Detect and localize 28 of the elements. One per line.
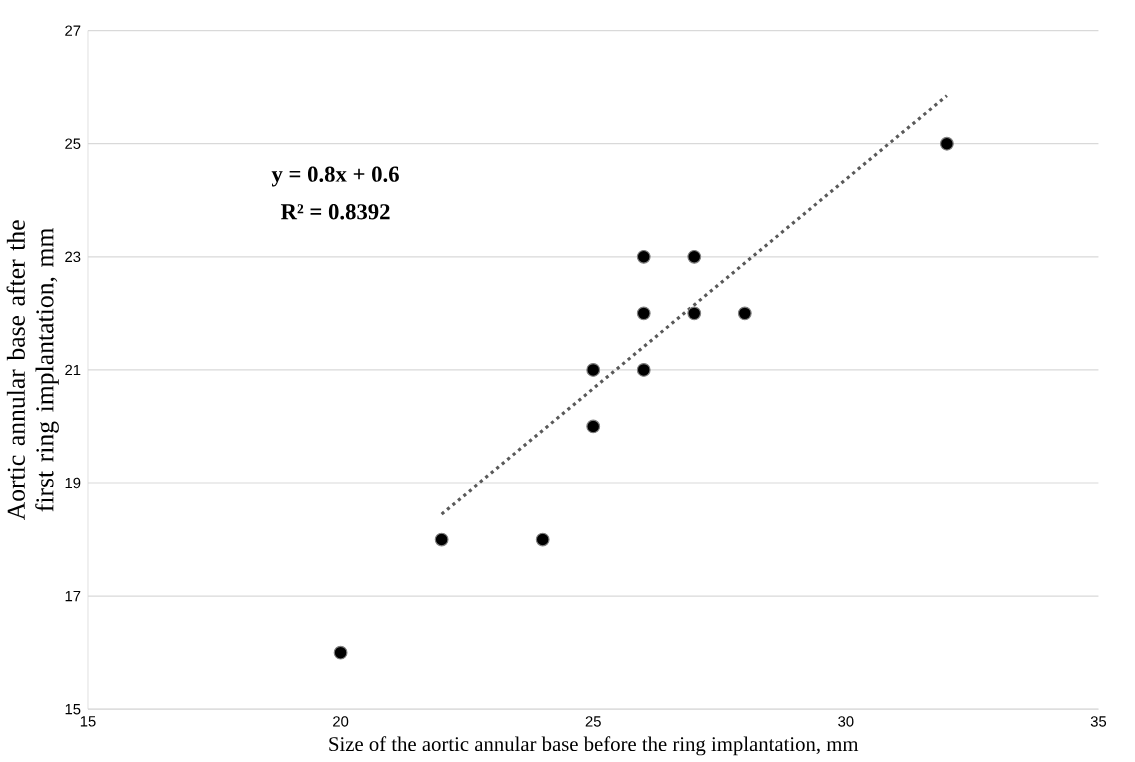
x-tick-label: 30 xyxy=(838,716,854,727)
y-tick-label: 15 xyxy=(65,704,81,715)
x-axis-title: Size of the aortic annular base before the ring implantation, mm xyxy=(329,736,859,756)
point xyxy=(586,363,601,377)
point xyxy=(737,306,752,321)
y-tick-label: 21 xyxy=(65,364,81,376)
point xyxy=(636,249,651,264)
x-tick-label: 35 xyxy=(1090,716,1107,727)
y-tick-label: 23 xyxy=(65,251,81,263)
x-tick-label: 15 xyxy=(80,716,96,727)
y-tick-label: 27 xyxy=(65,25,81,36)
y-tick-label: 19 xyxy=(65,477,81,489)
point xyxy=(636,306,651,321)
y-tick-label: 25 xyxy=(65,138,81,149)
annotation: R² = 0.8392 xyxy=(280,204,390,220)
y-tick-label: 17 xyxy=(65,591,81,602)
point xyxy=(687,306,702,321)
x-tick-label: 25 xyxy=(585,716,601,727)
point xyxy=(434,532,449,547)
point xyxy=(939,136,954,151)
point xyxy=(333,645,348,660)
point xyxy=(586,419,601,434)
annotation: y = 0.8x + 0.6 xyxy=(271,166,399,187)
x-tick-label: 20 xyxy=(333,716,349,727)
y-axis-title: Aortic annular base after the first ring implantation, mm xyxy=(6,220,59,521)
point xyxy=(535,532,550,547)
point xyxy=(636,363,651,377)
point xyxy=(687,249,702,264)
